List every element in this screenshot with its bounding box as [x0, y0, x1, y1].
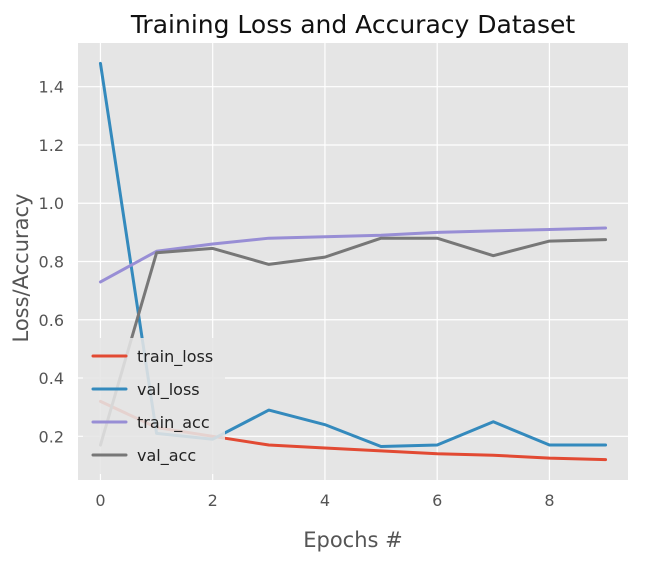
chart-title: Training Loss and Accuracy Dataset	[130, 10, 576, 39]
grid-lines	[78, 43, 628, 480]
y-tick-label: 0.8	[39, 253, 64, 272]
x-tick-label: 2	[208, 491, 218, 510]
legend-box	[83, 338, 225, 474]
y-tick-label: 1.4	[39, 78, 64, 97]
legend-label-train-loss: train_loss	[137, 347, 213, 367]
legend: train_loss val_loss train_acc val_acc	[83, 338, 225, 474]
y-tick-label: 0.4	[39, 369, 64, 388]
legend-label-train-acc: train_acc	[137, 413, 210, 433]
x-tick-label: 8	[544, 491, 554, 510]
legend-label-val-loss: val_loss	[137, 380, 200, 400]
legend-label-val-acc: val_acc	[137, 446, 196, 466]
series-line-val-acc	[98, 236, 608, 447]
x-tick-label: 4	[320, 491, 330, 510]
legend-items: train_loss val_loss train_acc val_acc	[91, 347, 213, 466]
y-tick-label: 1.2	[39, 136, 64, 155]
y-axis-label: Loss/Accuracy	[9, 193, 33, 342]
y-tick-label: 1.0	[39, 194, 64, 213]
y-tick-label: 0.6	[39, 311, 64, 330]
tick-labels: 0 2 4 6 8 0.2 0.4 0.6 0.8 1.0 1.2 1.4	[39, 78, 555, 510]
series-line-train-acc	[98, 226, 608, 284]
y-tick-label: 0.2	[39, 427, 64, 446]
x-axis-label: Epochs #	[303, 528, 403, 552]
x-tick-label: 6	[432, 491, 442, 510]
x-tick-label: 0	[95, 491, 105, 510]
